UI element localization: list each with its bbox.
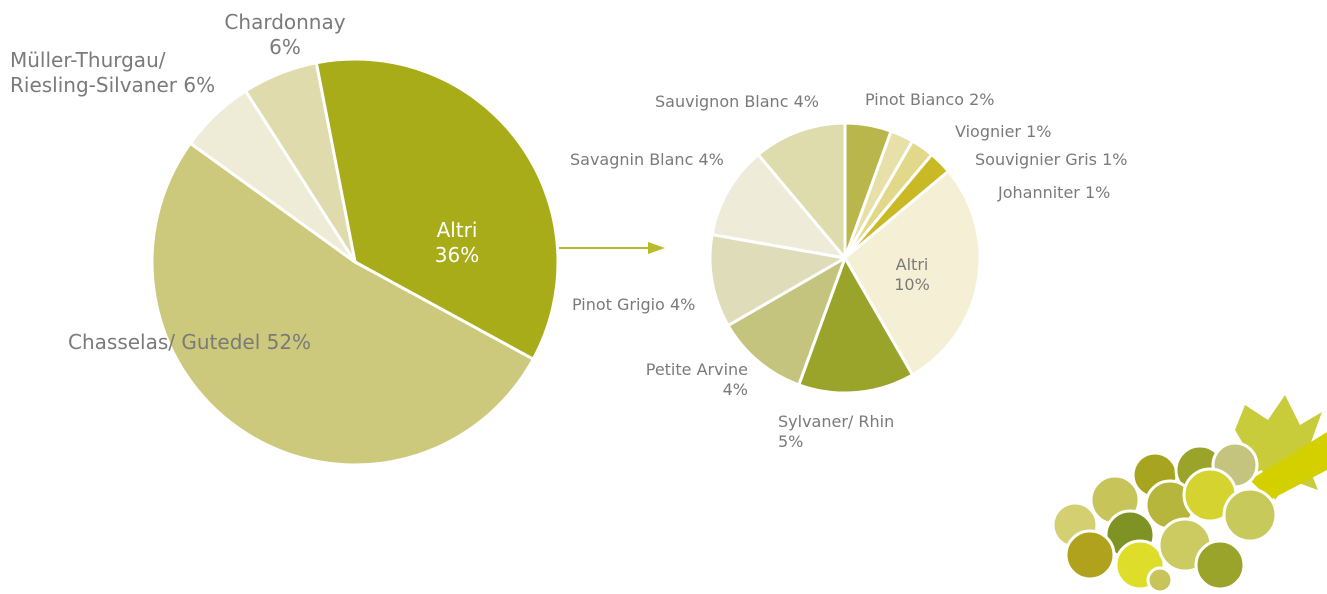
slice-label: Savagnin Blanc 4% [570,150,740,170]
page: Altri 36% Chasselas/ Gutedel 52% Müller-Th… [0,0,1327,594]
value-label: 52% [267,330,311,354]
category-label: Viognier [955,122,1021,141]
category-label: Müller-Thurgau/ Riesling-Silvaner [10,48,177,97]
value-label: 4% [794,92,819,111]
value-label: 36% [427,243,487,268]
category-label: Pinot Grigio [572,295,665,314]
value-label: 4% [598,380,748,400]
category-label: Souvignier Gris [975,150,1097,169]
grape-icon [1053,395,1327,592]
category-label: Petite Arvine [646,360,748,379]
slice-label: Chasselas/ Gutedel 52% [68,330,368,355]
value-label: 10% [872,275,952,295]
value-label: 6% [205,35,365,60]
slice-label: Altri 10% [872,255,952,295]
slice-label: Müller-Thurgau/ Riesling-Silvaner 6% [10,48,235,98]
value-label: 5% [778,432,918,452]
slice-label: Sylvaner/ Rhin 5% [778,412,918,452]
value-label: 6% [183,73,215,97]
slice-label: Souvignier Gris 1% [975,150,1155,170]
category-label: Savagnin Blanc [570,150,693,169]
value-label: 1% [1026,122,1051,141]
slice-label: Chardonnay 6% [205,10,365,60]
category-label: Sylvaner/ Rhin [778,412,894,431]
slice-label: Pinot Grigio 4% [572,295,722,315]
slice-label: Sauvignon Blanc 4% [655,92,835,112]
slice-label: Petite Arvine 4% [598,360,748,400]
pie [152,59,558,465]
slice-label: Viognier 1% [955,122,1095,142]
slice-label: Pinot Bianco 2% [865,90,1005,110]
value-label: 1% [1102,150,1127,169]
category-label: Chasselas/ Gutedel [68,330,260,354]
value-label: 1% [1085,183,1110,202]
value-label: 4% [670,295,695,314]
slice-label: Altri 36% [427,218,487,268]
category-label: Pinot Bianco [865,90,964,109]
slice-label: Johanniter 1% [998,183,1138,203]
category-label: Sauvignon Blanc [655,92,789,111]
value-label: 4% [698,150,723,169]
category-label: Chardonnay [224,10,345,34]
category-label: Altri [896,255,929,274]
value-label: 2% [969,90,994,109]
category-label: Altri [437,218,478,242]
category-label: Johanniter [998,183,1080,202]
